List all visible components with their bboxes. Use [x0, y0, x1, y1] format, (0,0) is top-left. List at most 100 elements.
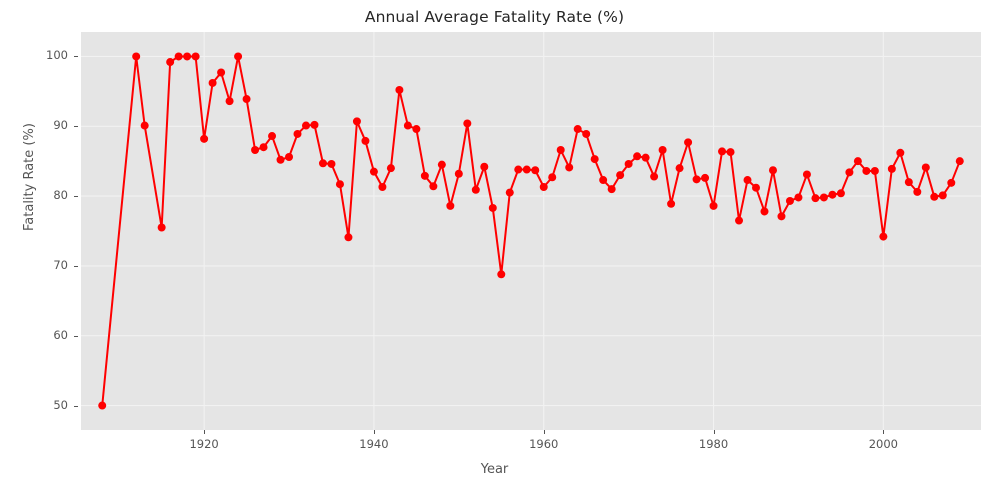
data-point — [624, 159, 633, 168]
data-point — [887, 164, 896, 173]
data-point — [395, 85, 404, 94]
data-point — [667, 199, 676, 208]
data-point — [930, 192, 939, 201]
data-point — [293, 129, 302, 138]
data-point — [251, 146, 260, 154]
data-point — [819, 193, 828, 202]
data-point — [157, 223, 166, 232]
data-point — [768, 166, 777, 175]
data-point — [913, 187, 922, 196]
data-point — [344, 233, 353, 242]
y-axis-label: Fatality Rate (%) — [22, 123, 37, 231]
data-point — [573, 125, 582, 134]
y-tick-label: 60 — [53, 327, 68, 342]
data-point — [429, 182, 438, 191]
data-point — [785, 196, 794, 205]
data-point — [726, 148, 735, 157]
x-tick-label: 2000 — [868, 437, 898, 451]
x-tick-label: 1920 — [189, 437, 219, 451]
data-point — [802, 170, 811, 179]
data-point — [361, 136, 370, 145]
y-tick-label: 50 — [53, 397, 68, 412]
data-point — [955, 157, 964, 166]
chart-title: Annual Average Fatality Rate (%) — [364, 8, 625, 26]
data-point — [811, 194, 820, 203]
data-point — [242, 95, 251, 104]
x-tick-label: 1980 — [698, 437, 729, 451]
x-tick-mark — [883, 430, 885, 434]
x-tick-mark — [713, 430, 715, 434]
data-point — [896, 148, 905, 157]
data-point — [709, 201, 718, 210]
plot-area — [81, 32, 981, 430]
data-point — [446, 201, 455, 210]
data-point — [582, 129, 591, 138]
y-tick-mark — [74, 56, 78, 58]
data-point — [174, 52, 183, 61]
data-point — [599, 176, 608, 185]
data-point — [412, 125, 421, 134]
data-point — [378, 183, 387, 192]
data-point — [302, 121, 310, 130]
data-point — [386, 164, 395, 173]
gridlines — [81, 32, 981, 430]
data-point — [921, 163, 930, 172]
x-tick-mark — [204, 430, 206, 434]
data-point — [276, 155, 285, 164]
data-point — [318, 159, 327, 168]
x-tick-mark — [373, 430, 375, 434]
data-point — [140, 121, 149, 130]
y-tick-mark — [74, 405, 78, 407]
data-point — [828, 190, 837, 199]
data-point — [760, 207, 769, 216]
data-point — [514, 165, 523, 174]
x-tick-label: 1940 — [359, 437, 389, 451]
data-point — [454, 169, 463, 178]
data-point — [480, 162, 489, 171]
y-tick-label: 80 — [53, 188, 68, 203]
y-tick-mark — [74, 265, 78, 267]
data-point — [505, 188, 514, 197]
y-tick-label: 90 — [53, 118, 68, 133]
x-tick-label: 1960 — [529, 437, 559, 451]
data-point — [217, 68, 226, 77]
data-point — [718, 147, 727, 156]
data-point — [870, 166, 879, 175]
y-tick-label: 70 — [53, 257, 68, 272]
data-point — [641, 153, 650, 162]
data-point — [658, 146, 667, 154]
data-point — [938, 191, 947, 200]
data-point — [463, 119, 472, 128]
data-point — [403, 121, 412, 130]
data-point — [752, 183, 760, 192]
data-point — [777, 212, 786, 221]
fatality-rate-markers — [98, 52, 964, 410]
data-point — [743, 176, 752, 185]
data-point — [420, 171, 429, 180]
data-point — [633, 152, 642, 161]
data-point — [836, 189, 845, 198]
data-point — [234, 52, 243, 61]
data-point — [208, 78, 217, 87]
data-point — [183, 52, 192, 61]
data-point — [904, 178, 913, 187]
data-point — [285, 152, 294, 161]
data-point — [684, 138, 693, 147]
data-point — [590, 155, 599, 164]
y-tick-mark — [74, 335, 78, 337]
y-tick-mark — [74, 126, 78, 128]
line-chart-svg — [81, 32, 981, 430]
data-point — [845, 168, 854, 177]
data-point — [225, 97, 234, 106]
data-point — [437, 160, 446, 169]
data-point — [488, 203, 497, 212]
data-point — [191, 52, 200, 61]
data-point — [675, 164, 684, 173]
x-axis-label: Year — [480, 462, 509, 477]
data-point — [565, 163, 574, 172]
data-point — [879, 232, 888, 241]
data-point — [98, 401, 107, 410]
